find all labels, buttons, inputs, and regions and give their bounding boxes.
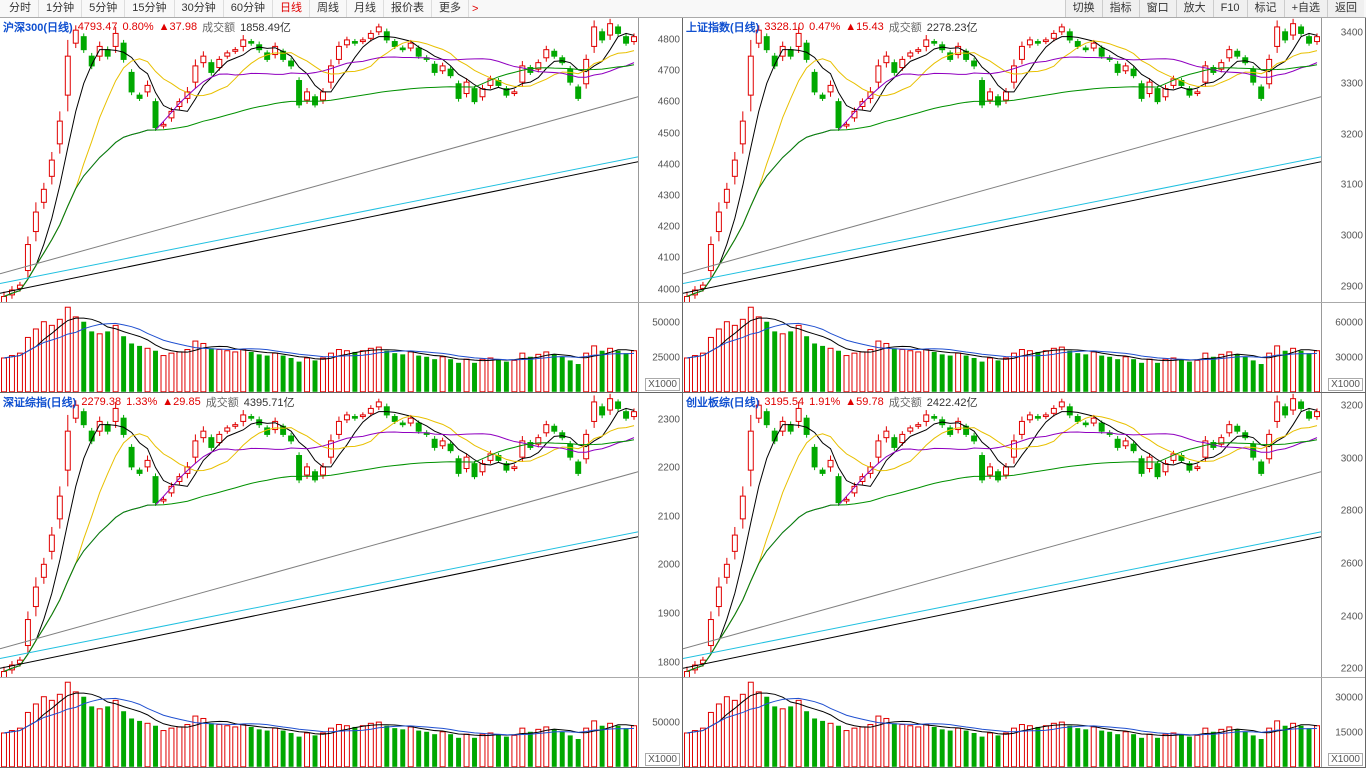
x1000-label: X1000 (645, 378, 680, 391)
vol-yaxis: 2500050000X1000 (638, 303, 682, 392)
amt-value: 2278.23亿 (927, 19, 978, 35)
index-pct: 0.80% (122, 21, 153, 33)
panel-header: 沪深300(日线) 4793.47 0.80% ▲37.98 成交额 1858.49亿 (1, 19, 293, 35)
timeframe-group: 分时1分钟5分钟15分钟30分钟60分钟日线周线月线报价表更多 (2, 0, 469, 17)
x1000-label: X1000 (1328, 753, 1363, 766)
price-yaxis: 290030003100320033003400 (1321, 18, 1365, 302)
toolbar-btn-标记[interactable]: 标记 (1247, 0, 1284, 17)
panel-header: 深证综指(日线) 2279.38 1.33% ▲29.85 成交额 4395.71亿 (1, 394, 296, 410)
toolbar-btn-切换[interactable]: 切换 (1065, 0, 1102, 17)
price-yaxis: 220024002600280030003200 (1321, 393, 1365, 677)
index-price: 4793.47 (78, 21, 118, 33)
panel-header: 上证指数(日线) 3328.10 0.47% ▲15.43 成交额 2278.23亿 (684, 19, 979, 35)
panel-hs300: 沪深300(日线) 4793.47 0.80% ▲37.98 成交额 1858.49亿 40… (0, 18, 683, 393)
panel-szzs: 上证指数(日线) 3328.10 0.47% ▲15.43 成交额 2278.23亿 290… (683, 18, 1366, 393)
timeframe-60分钟[interactable]: 60分钟 (224, 0, 273, 17)
toolbar-btn-指标[interactable]: 指标 (1102, 0, 1139, 17)
x1000-label: X1000 (1328, 378, 1363, 391)
index-price: 3195.54 (764, 396, 804, 408)
volume-chart[interactable]: 1500030000X1000 (683, 678, 1365, 767)
amt-value: 2422.42亿 (927, 394, 978, 410)
toolbar-btn-F10[interactable]: F10 (1213, 0, 1247, 17)
index-delta: ▲15.43 (845, 21, 883, 33)
index-name: 深证综指(日线) (3, 394, 76, 410)
index-price: 2279.38 (81, 396, 121, 408)
x1000-label: X1000 (645, 753, 680, 766)
index-name: 沪深300(日线) (3, 19, 73, 35)
price-chart[interactable]: 290030003100320033003400 (683, 18, 1365, 303)
more-arrow-icon[interactable]: > (469, 3, 481, 15)
index-name: 上证指数(日线) (686, 19, 759, 35)
toolbar-btn-返回[interactable]: 返回 (1327, 0, 1364, 17)
timeframe-更多[interactable]: 更多 (432, 0, 469, 17)
price-chart[interactable]: 400041004200430044004500460047004800 (0, 18, 682, 303)
index-price: 3328.10 (764, 21, 804, 33)
index-pct: 1.91% (809, 396, 840, 408)
price-chart[interactable]: 220024002600280030003200 (683, 393, 1365, 678)
index-name: 创业板综(日线) (686, 394, 759, 410)
timeframe-分时[interactable]: 分时 (2, 0, 39, 17)
timeframe-5分钟[interactable]: 5分钟 (82, 0, 125, 17)
vol-yaxis: 50000X1000 (638, 678, 682, 767)
timeframe-1分钟[interactable]: 1分钟 (39, 0, 82, 17)
timeframe-周线[interactable]: 周线 (310, 0, 347, 17)
index-delta: ▲59.78 (845, 396, 883, 408)
index-pct: 0.47% (809, 21, 840, 33)
amt-label: 成交额 (206, 394, 239, 410)
price-chart[interactable]: 180019002000210022002300 (0, 393, 682, 678)
toolbar-btn-窗口[interactable]: 窗口 (1139, 0, 1176, 17)
amt-value: 1858.49亿 (240, 19, 291, 35)
index-delta: ▲37.98 (159, 21, 197, 33)
amt-value: 4395.71亿 (244, 394, 295, 410)
timeframe-报价表[interactable]: 报价表 (384, 0, 432, 17)
amt-label: 成交额 (202, 19, 235, 35)
toolbar-buttons: 切换指标窗口放大F10标记+自选返回 (1065, 0, 1364, 17)
vol-yaxis: 3000060000X1000 (1321, 303, 1365, 392)
price-yaxis: 180019002000210022002300 (638, 393, 682, 677)
panel-cybz: 创业板综(日线) 3195.54 1.91% ▲59.78 成交额 2422.42亿 220… (683, 393, 1366, 768)
vol-yaxis: 1500030000X1000 (1321, 678, 1365, 767)
timeframe-15分钟[interactable]: 15分钟 (125, 0, 174, 17)
toolbar-btn-放大[interactable]: 放大 (1176, 0, 1213, 17)
toolbar-btn-+自选[interactable]: +自选 (1284, 0, 1327, 17)
index-delta: ▲29.85 (162, 396, 200, 408)
timeframe-日线[interactable]: 日线 (273, 0, 310, 17)
chart-grid: 沪深300(日线) 4793.47 0.80% ▲37.98 成交额 1858.49亿 40… (0, 18, 1366, 768)
timeframe-月线[interactable]: 月线 (347, 0, 384, 17)
panel-szcz: 深证综指(日线) 2279.38 1.33% ▲29.85 成交额 4395.71亿 180… (0, 393, 683, 768)
amt-label: 成交额 (889, 394, 922, 410)
top-toolbar: 分时1分钟5分钟15分钟30分钟60分钟日线周线月线报价表更多 > 切换指标窗口… (0, 0, 1366, 18)
volume-chart[interactable]: 3000060000X1000 (683, 303, 1365, 392)
volume-chart[interactable]: 2500050000X1000 (0, 303, 682, 392)
panel-header: 创业板综(日线) 3195.54 1.91% ▲59.78 成交额 2422.42亿 (684, 394, 979, 410)
index-pct: 1.33% (126, 396, 157, 408)
amt-label: 成交额 (889, 19, 922, 35)
timeframe-30分钟[interactable]: 30分钟 (175, 0, 224, 17)
price-yaxis: 400041004200430044004500460047004800 (638, 18, 682, 302)
volume-chart[interactable]: 50000X1000 (0, 678, 682, 767)
